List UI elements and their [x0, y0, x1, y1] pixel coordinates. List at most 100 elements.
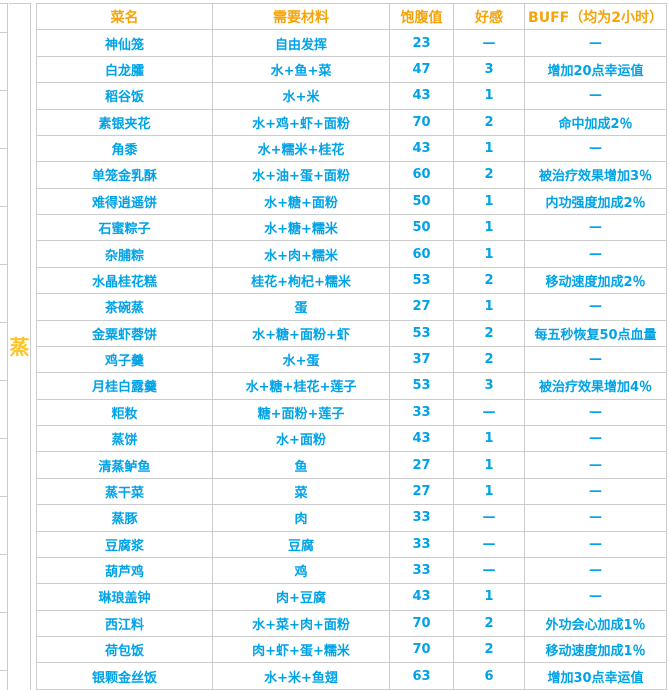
- favor-cell: 1: [453, 293, 525, 321]
- materials-cell: 水+糖+面粉+虾: [212, 319, 390, 347]
- buff-cell: —: [524, 213, 667, 242]
- dish-name-cell: 稻谷饭: [36, 82, 213, 110]
- table-row: 月桂白露羹 水+糖+桂花+莲子 53 3 被治疗效果增加4％: [36, 372, 667, 400]
- fullness-cell: 53: [389, 372, 454, 400]
- table-row: 粔籹 糖+面粉+莲子 33— —: [36, 398, 667, 427]
- dish-name-cell: 蒸饼: [36, 424, 213, 453]
- dish-name-cell: 月桂白露羹: [36, 372, 213, 400]
- materials-cell: 糖+面粉+莲子: [212, 398, 390, 427]
- dish-name-cell: 神仙笼: [36, 29, 213, 57]
- buff-cell: 移动速度加成2％: [524, 266, 667, 295]
- buff-cell: —: [524, 82, 667, 110]
- category-label: 蒸: [9, 335, 30, 359]
- favor-cell: 1: [453, 134, 525, 163]
- header-favor: 好感: [453, 2, 525, 31]
- materials-cell: 肉+虾+蛋+糯米: [212, 635, 390, 664]
- header-buff: BUFF（均为2小时）: [524, 2, 667, 31]
- fullness-cell: 27: [389, 477, 454, 506]
- materials-cell: 水+米+鱼翅: [212, 662, 390, 690]
- recipe-table: 菜名 需要材料 饱腹值 好感 BUFF（均为2小时） 神仙笼 自由发挥 23— — 白龙…: [36, 2, 669, 690]
- fullness-cell: 47: [389, 55, 454, 84]
- favor-cell: 1: [453, 213, 525, 242]
- buff-cell: —: [524, 424, 667, 453]
- fullness-cell: 50: [389, 187, 454, 216]
- materials-cell: 水+油+蛋+面粉: [212, 161, 390, 189]
- favor-cell: 2: [453, 319, 525, 347]
- table-row: 西江料 水+菜+肉+面粉 70 2 外功会心加成1％: [36, 609, 667, 638]
- dish-name-cell: 角黍: [36, 134, 213, 163]
- table-row: 茶碗蒸蛋 27 1—: [36, 293, 667, 321]
- favor-cell: 1: [453, 477, 525, 506]
- dish-name-cell: 蒸豚: [36, 504, 213, 532]
- dish-name-cell: 素银夹花: [36, 108, 213, 136]
- materials-cell: 水+菜+肉+面粉: [212, 609, 390, 638]
- fullness-cell: 43: [389, 134, 454, 163]
- materials-cell: 鱼: [212, 451, 390, 479]
- buff-cell: —: [524, 398, 667, 427]
- buff-cell: 增加30点幸运值: [524, 662, 667, 690]
- dish-name-cell: 水晶桂花糕: [36, 266, 213, 295]
- table-row: 银颗金丝饭 水+米+鱼翅 63 6 增加30点幸运值: [36, 662, 667, 690]
- favor-cell: 2: [453, 635, 525, 664]
- dish-name-cell: 蒸干菜: [36, 477, 213, 506]
- header-dish-name: 菜名: [36, 2, 213, 31]
- table-row: 蒸干菜菜 27 1—: [36, 477, 667, 506]
- table-row: 神仙笼 自由发挥 23— —: [36, 29, 667, 57]
- favor-cell: 2: [453, 108, 525, 136]
- table-row: 难得逍遥饼 水+糖+面粉 50 1 内功强度加成2％: [36, 187, 667, 216]
- favor-cell: 2: [453, 609, 525, 638]
- fullness-cell: 43: [389, 583, 454, 611]
- materials-cell: 肉: [212, 504, 390, 532]
- table-row: 金粟虾蓉饼 水+糖+面粉+虾 53 2 每五秒恢复50点血量: [36, 319, 667, 347]
- fullness-cell: 33: [389, 504, 454, 532]
- materials-cell: 豆腐: [212, 530, 390, 558]
- materials-cell: 自由发挥: [212, 29, 390, 57]
- buff-cell: —: [524, 504, 667, 532]
- dish-name-cell: 杂脯粽: [36, 240, 213, 268]
- buff-cell: 被治疗效果增加3％: [524, 161, 667, 189]
- materials-cell: 水+面粉: [212, 424, 390, 453]
- buff-cell: 外功会心加成1％: [524, 609, 667, 638]
- materials-cell: 桂花+枸杞+糯米: [212, 266, 390, 295]
- table-row: 豆腐浆 豆腐 33— —: [36, 530, 667, 558]
- fullness-cell: 60: [389, 240, 454, 268]
- buff-cell: —: [524, 530, 667, 558]
- favor-cell: 6: [453, 662, 525, 690]
- dish-name-cell: 鸡子羹: [36, 345, 213, 374]
- fullness-cell: 33: [389, 398, 454, 427]
- buff-cell: 每五秒恢复50点血量: [524, 319, 667, 347]
- favor-cell: 1: [453, 82, 525, 110]
- buff-cell: —: [524, 477, 667, 506]
- favor-cell: 1: [453, 187, 525, 216]
- table-row: 鸡子羹 水+蛋 37 2—: [36, 345, 667, 374]
- materials-cell: 水+糯米+桂花: [212, 134, 390, 163]
- dish-name-cell: 琳琅盖钟: [36, 583, 213, 611]
- dish-name-cell: 难得逍遥饼: [36, 187, 213, 216]
- buff-cell: —: [524, 134, 667, 163]
- table-row: 葫芦鸡鸡 33— —: [36, 556, 667, 585]
- category-cell: 蒸: [9, 3, 31, 690]
- table-row: 荷包饭 肉+虾+蛋+糯米 70 2 移动速度加成1％: [36, 635, 667, 664]
- favor-cell: 3: [453, 372, 525, 400]
- table-row: 素银夹花 水+鸡+虾+面粉 70 2 命中加成2％: [36, 108, 667, 136]
- dish-name-cell: 茶碗蒸: [36, 293, 213, 321]
- fullness-cell: 43: [389, 424, 454, 453]
- favor-cell: 1: [453, 240, 525, 268]
- table-row: 水晶桂花糕 桂花+枸杞+糯米 53 2 移动速度加成2％: [36, 266, 667, 295]
- table-row: 石蜜粽子 水+糖+糯米 50 1—: [36, 213, 667, 242]
- header-materials: 需要材料: [212, 2, 390, 31]
- favor-cell: —: [453, 398, 525, 427]
- buff-cell: —: [524, 293, 667, 321]
- header-row: 菜名 需要材料 饱腹值 好感 BUFF（均为2小时）: [36, 2, 667, 31]
- buff-cell: —: [524, 29, 667, 57]
- sheet-gutter: [0, 3, 8, 690]
- buff-cell: 移动速度加成1％: [524, 635, 667, 664]
- table-row: 稻谷饭 水+米 43 1—: [36, 82, 667, 110]
- recipe-table-body: 神仙笼 自由发挥 23— — 白龙臛 水+鱼+菜 47 3 增加20点幸运值 稻谷饭 水+米 43 1—…: [36, 29, 667, 690]
- materials-cell: 菜: [212, 477, 390, 506]
- buff-cell: 增加20点幸运值: [524, 55, 667, 84]
- materials-cell: 鸡: [212, 556, 390, 585]
- materials-cell: 蛋: [212, 293, 390, 321]
- fullness-cell: 27: [389, 293, 454, 321]
